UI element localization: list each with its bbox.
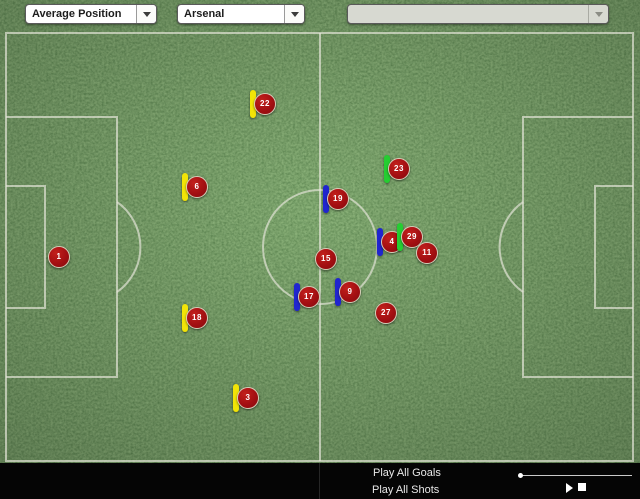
player-number: 3 [245,393,251,402]
view-dropdown-value: Average Position [32,8,122,20]
player-marker-22: 22 [250,90,276,118]
player-marker-3: 3 [233,384,259,412]
player-circle: 15 [315,248,337,270]
player-marker-15: 15 [315,248,337,270]
player-number: 19 [333,194,343,203]
player-marker-18: 18 [182,304,208,332]
view-dropdown[interactable]: Average Position [25,4,157,24]
green-status-bar [397,223,403,251]
chevron-down-icon [142,11,151,17]
blue-status-bar [335,278,341,306]
player-number: 15 [321,254,331,263]
yellow-status-bar [233,384,239,412]
pitch [0,0,640,463]
right-goal-box [594,185,633,309]
player-circle: 17 [298,286,320,308]
player-number: 4 [389,237,395,246]
player-number: 1 [56,252,62,261]
player-marker-27: 27 [375,302,397,324]
player-number: 18 [192,313,202,322]
seek-slider[interactable] [514,470,634,480]
player-number: 27 [381,308,391,317]
player-circle: 1 [48,246,70,268]
player-marker-11: 11 [416,242,438,264]
player-marker-1: 1 [48,246,70,268]
blue-status-bar [294,283,300,311]
play-icon [566,483,573,493]
player-circle: 23 [388,158,410,180]
player-number: 11 [422,248,432,257]
divider [319,463,320,499]
right-penalty-arc [498,201,524,293]
player-number: 17 [304,292,314,301]
player-circle: 19 [327,188,349,210]
player-marker-17: 17 [294,283,320,311]
player-number: 6 [194,182,200,191]
player-circle: 27 [375,302,397,324]
yellow-status-bar [182,173,188,201]
extra-dropdown-button [588,5,608,23]
player-circle: 9 [339,281,361,303]
player-circle: 29 [401,226,423,248]
stop-icon[interactable] [578,483,586,491]
yellow-status-bar [182,304,188,332]
chevron-down-icon [594,11,603,17]
player-number: 23 [394,164,404,173]
toolbar: Average Position Arsenal [0,0,640,32]
player-circle: 18 [186,307,208,329]
player-circle: 11 [416,242,438,264]
player-marker-9: 9 [335,278,361,306]
play-all-shots-link[interactable]: Play All Shots [372,484,440,496]
player-number: 9 [347,287,353,296]
left-goal-box [6,185,46,309]
view-dropdown-button[interactable] [136,5,156,23]
player-marker-23: 23 [384,155,410,183]
play-all-goals-link[interactable]: Play All Goals [373,467,441,479]
player-circle: 22 [254,93,276,115]
player-marker-29: 29 [397,223,423,251]
play-button[interactable] [564,482,576,494]
playback-bar: Play All Goals Play All Shots [0,463,640,499]
player-marker-19: 19 [323,185,349,213]
extra-dropdown-disabled [347,4,609,24]
team-dropdown-value: Arsenal [184,8,225,20]
blue-status-bar [377,228,383,256]
player-marker-6: 6 [182,173,208,201]
player-circle: 6 [186,176,208,198]
team-dropdown-button[interactable] [284,5,304,23]
player-circle: 3 [237,387,259,409]
player-number: 22 [260,99,270,108]
seek-slider-thumb[interactable] [518,473,523,478]
team-dropdown[interactable]: Arsenal [177,4,305,24]
left-penalty-arc [116,201,142,293]
left-penalty-box [6,116,118,378]
blue-status-bar [323,185,329,213]
pitch-lines [5,32,634,462]
yellow-status-bar [250,90,256,118]
player-number: 29 [407,232,417,241]
seek-slider-track [520,475,632,476]
chevron-down-icon [290,11,299,17]
green-status-bar [384,155,390,183]
right-penalty-box [522,116,633,378]
